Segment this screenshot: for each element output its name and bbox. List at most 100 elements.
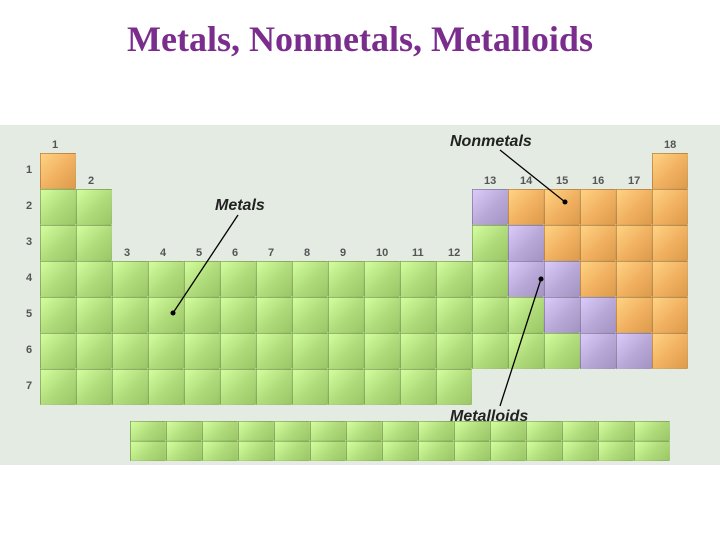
- col-label: 11: [412, 247, 424, 259]
- cell-metalloid: [580, 297, 616, 333]
- cell-metal: [256, 297, 292, 333]
- title-text: Metals, Nonmetals, Metalloids: [127, 19, 593, 59]
- cell-metal: [220, 369, 256, 405]
- cell-nonmetal: [580, 225, 616, 261]
- cell-metalloid: [508, 225, 544, 261]
- cell-metal: [544, 333, 580, 369]
- cell-metal: [364, 369, 400, 405]
- cell-nonmetal: [652, 189, 688, 225]
- cell-metal: [472, 261, 508, 297]
- fblock-cell: [562, 421, 598, 441]
- cell-metal: [184, 333, 220, 369]
- fblock-cell: [202, 441, 238, 461]
- annotation-metals: Metals: [215, 197, 265, 215]
- cell-metal: [292, 297, 328, 333]
- cell-metal: [40, 297, 76, 333]
- slide-title: Metals, Nonmetals, Metalloids: [0, 0, 720, 60]
- cell-nonmetal: [652, 333, 688, 369]
- cell-nonmetal: [616, 297, 652, 333]
- cell-metal: [76, 297, 112, 333]
- cell-metal: [112, 369, 148, 405]
- col-label: 2: [88, 175, 94, 187]
- col-label: 8: [304, 247, 310, 259]
- cell-metal: [328, 297, 364, 333]
- cell-metal: [40, 333, 76, 369]
- cell-metal: [148, 333, 184, 369]
- cell-nonmetal: [508, 189, 544, 225]
- cell-metal: [76, 189, 112, 225]
- fblock-cell: [130, 441, 166, 461]
- cell-metal: [112, 261, 148, 297]
- row-label: 2: [26, 200, 32, 212]
- cell-metal: [184, 297, 220, 333]
- cell-metal: [436, 369, 472, 405]
- cell-metal: [436, 333, 472, 369]
- fblock-cell: [598, 441, 634, 461]
- cell-metal: [328, 261, 364, 297]
- fblock-cell: [418, 421, 454, 441]
- cell-metal: [220, 261, 256, 297]
- col-label: 9: [340, 247, 346, 259]
- fblock-cell: [418, 441, 454, 461]
- cell-nonmetal: [652, 225, 688, 261]
- cell-nonmetal: [580, 261, 616, 297]
- fblock-cell: [382, 441, 418, 461]
- cell-metal: [148, 261, 184, 297]
- fblock-cell: [598, 421, 634, 441]
- cell-nonmetal: [616, 225, 652, 261]
- row-label: 5: [26, 308, 32, 320]
- fblock-cell: [490, 441, 526, 461]
- cell-metal: [256, 261, 292, 297]
- cell-metal: [184, 261, 220, 297]
- cell-metal: [364, 333, 400, 369]
- cell-metal: [40, 369, 76, 405]
- cell-metal: [364, 297, 400, 333]
- cell-metal: [472, 297, 508, 333]
- fblock-cell: [526, 441, 562, 461]
- cell-nonmetal: [544, 225, 580, 261]
- annotation-nonmetals: Nonmetals: [450, 133, 532, 151]
- fblock-cell: [346, 421, 382, 441]
- cell-metal: [328, 369, 364, 405]
- col-label: 12: [448, 247, 460, 259]
- fblock-cell: [346, 441, 382, 461]
- col-label: 14: [520, 175, 532, 187]
- cell-metal: [112, 297, 148, 333]
- periodic-table-diagram: 1234567891011121314151617181234567Metals…: [0, 125, 720, 465]
- col-label: 3: [124, 247, 130, 259]
- cell-metal: [292, 261, 328, 297]
- fblock-cell: [130, 421, 166, 441]
- cell-metal: [148, 369, 184, 405]
- fblock-cell: [238, 421, 274, 441]
- cell-metal: [292, 369, 328, 405]
- cell-metal: [76, 261, 112, 297]
- cell-metal: [436, 297, 472, 333]
- cell-metal: [76, 369, 112, 405]
- fblock-cell: [166, 421, 202, 441]
- fblock-cell: [634, 441, 670, 461]
- cell-metalloid: [472, 189, 508, 225]
- cell-metalloid: [508, 261, 544, 297]
- cell-metal: [256, 369, 292, 405]
- cell-nonmetal: [580, 189, 616, 225]
- cell-metal: [40, 225, 76, 261]
- cell-metal: [436, 261, 472, 297]
- cell-metal: [400, 369, 436, 405]
- row-label: 3: [26, 236, 32, 248]
- cell-nonmetal: [652, 153, 688, 189]
- fblock-cell: [202, 421, 238, 441]
- col-label: 7: [268, 247, 274, 259]
- cell-metal: [40, 261, 76, 297]
- fblock-cell: [166, 441, 202, 461]
- cell-metal: [400, 261, 436, 297]
- fblock-cell: [310, 441, 346, 461]
- cell-nonmetal: [544, 189, 580, 225]
- cell-nonmetal: [652, 261, 688, 297]
- cell-metal: [76, 333, 112, 369]
- cell-nonmetal: [652, 297, 688, 333]
- cell-metal: [256, 333, 292, 369]
- cell-nonmetal: [40, 153, 76, 189]
- col-label: 13: [484, 175, 496, 187]
- cell-metal: [364, 261, 400, 297]
- col-label: 6: [232, 247, 238, 259]
